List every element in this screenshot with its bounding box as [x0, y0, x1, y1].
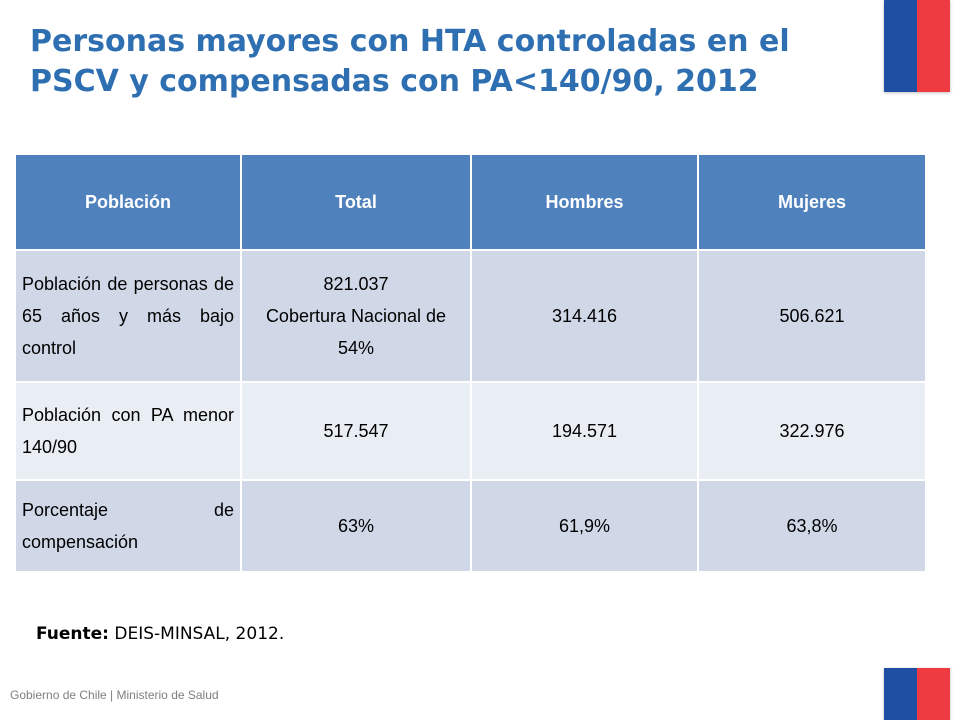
cell-mujeres: 506.621: [698, 249, 927, 382]
cell-total: 821.037 Cobertura Nacional de 54%: [241, 249, 472, 382]
table-row: Porcentaje de compensación 63% 61,9% 63,…: [16, 479, 927, 571]
source-text: DEIS-MINSAL, 2012.: [114, 624, 285, 644]
data-table: Población Total Hombres Mujeres Població…: [16, 155, 927, 571]
header-mujeres: Mujeres: [698, 155, 927, 250]
total-note: Cobertura Nacional de 54%: [265, 306, 447, 358]
cell-mujeres: 322.976: [698, 381, 927, 480]
table-row: Población con PA menor 140/90 517.547 19…: [16, 381, 927, 480]
header-total: Total: [241, 155, 472, 250]
flag-blue-stripe: [884, 668, 917, 720]
flag-blue-stripe: [884, 0, 917, 92]
source-note: Fuente: DEIS-MINSAL, 2012.: [36, 624, 284, 644]
cell-hombres: 61,9%: [471, 479, 699, 571]
cell-mujeres: 63,8%: [698, 479, 927, 571]
cell-total: 517.547: [241, 381, 472, 480]
chile-flag-logo-top: [884, 0, 950, 92]
page-title: Personas mayores con HTA controladas en …: [30, 24, 790, 99]
row-label: Población de personas de 65 años y más b…: [16, 249, 242, 382]
chile-flag-logo-bottom: [884, 668, 950, 720]
flag-red-stripe: [917, 0, 950, 92]
row-label: Población con PA menor 140/90: [16, 381, 242, 480]
source-label: Fuente:: [36, 624, 109, 644]
cell-hombres: 194.571: [471, 381, 699, 480]
row-label: Porcentaje de compensación: [16, 479, 242, 571]
header-hombres: Hombres: [471, 155, 699, 250]
flag-red-stripe: [917, 668, 950, 720]
header-poblacion: Población: [16, 155, 242, 250]
table-row: Población de personas de 65 años y más b…: [16, 249, 927, 382]
table-header-row: Población Total Hombres Mujeres: [16, 155, 927, 250]
total-value: 821.037: [323, 274, 389, 294]
cell-hombres: 314.416: [471, 249, 699, 382]
cell-total: 63%: [241, 479, 472, 571]
footer-text: Gobierno de Chile | Ministerio de Salud: [10, 688, 219, 702]
